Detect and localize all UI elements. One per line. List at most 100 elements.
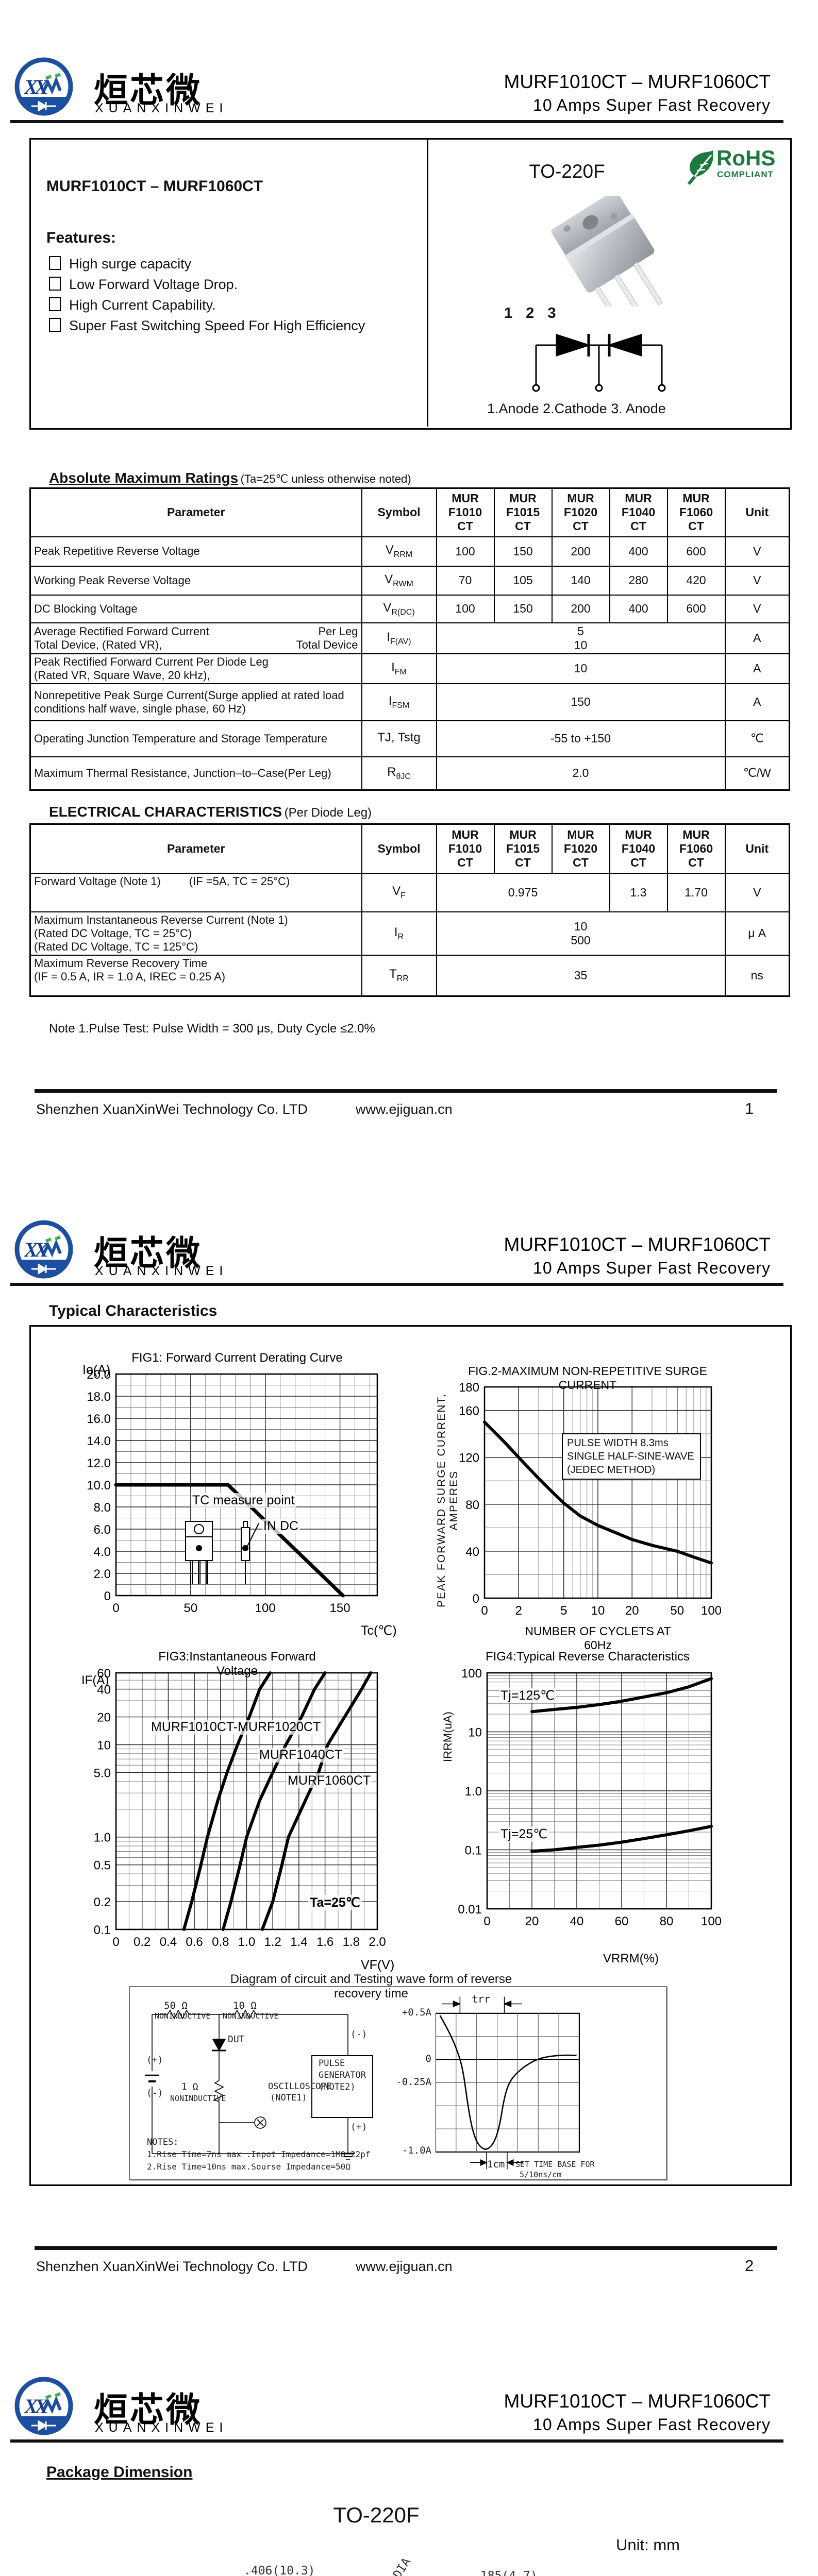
svg-text:0: 0 (112, 1601, 119, 1615)
table-row: Peak Repetitive Reverse Voltage VRRM 100… (29, 536, 790, 567)
doc-subtitle: 10 Amps Super Fast Recovery (533, 1259, 771, 1277)
svg-text:0.8: 0.8 (212, 1935, 229, 1949)
header-rule (10, 2439, 783, 2443)
dim-406: .406(10.3)MAX (242, 2564, 316, 2576)
pin-numbers: 1 2 3 (504, 305, 561, 321)
part-range: MURF1010CT – MURF1060CT (46, 178, 263, 195)
fig1-xlabel: Tc(℃) (361, 1623, 397, 1638)
svg-text:1.0: 1.0 (238, 1935, 255, 1949)
feature-item: High Current Capability. (49, 297, 216, 313)
svg-text:0.1: 0.1 (94, 1923, 111, 1937)
footer-company: Shenzhen XuanXinWei Technology Co. LTD (36, 1101, 308, 1117)
table-header-row: Parameter Symbol MUR F1010 CT MUR F1015 … (29, 823, 790, 874)
footer-website: www.ejiguan.cn (356, 1101, 453, 1117)
feature-item: Super Fast Switching Speed For High Effi… (49, 318, 365, 334)
svg-text:0: 0 (481, 1604, 488, 1618)
svg-text:16.0: 16.0 (87, 1412, 111, 1426)
battery-minus: (-) (146, 2088, 163, 2098)
fig1-inset-packages (175, 1512, 283, 1589)
scope-label1: OSCILLOSCOPE (268, 2081, 331, 2092)
circuit-note1: 1.Rise Time=7ns max .Inpot Impedance=1MΩ… (147, 2149, 371, 2159)
svg-text:0: 0 (112, 1935, 119, 1949)
svg-text:X: X (23, 1238, 39, 1261)
svg-text:X: X (23, 75, 39, 98)
battery-plus: (+) (146, 2055, 163, 2065)
svg-text:120: 120 (459, 1451, 479, 1465)
doc-subtitle: 10 Amps Super Fast Recovery (533, 96, 771, 114)
fig3-xlabel: VF(V) (361, 1958, 395, 1972)
svg-text:2: 2 (515, 1604, 522, 1618)
page-number: 2 (745, 2257, 754, 2275)
page-number: 1 (745, 1099, 754, 1117)
svg-text:0.01: 0.01 (458, 1903, 482, 1917)
svg-text:100: 100 (701, 1914, 722, 1928)
fig3-title: FIG3:Instantaneous Forward Voltage (158, 1650, 316, 1678)
gen-label3: (NOTE2) (319, 2082, 356, 2092)
r10-label: 10 Ω (233, 2000, 257, 2011)
fig3-series3-label: MURF1060CT (286, 1773, 373, 1788)
doc-title: MURF1010CT – MURF1060CT (504, 1234, 771, 1255)
wf-trr: trr (472, 1993, 491, 2005)
table-row: Working Peak Reverse Voltage VRWM 70 105… (29, 565, 790, 596)
svg-text:2.0: 2.0 (369, 1935, 386, 1949)
pin-caption: 1.Anode 2.Cathode 3. Anode (487, 401, 666, 416)
fig3-ylabel: IF(A) (81, 1673, 109, 1687)
svg-text:0.6: 0.6 (186, 1935, 203, 1949)
circuit-title: Diagram of circuit and Testing wave form… (230, 1972, 512, 2001)
svg-text:180: 180 (459, 1381, 479, 1395)
svg-text:8.0: 8.0 (94, 1501, 111, 1515)
svg-text:20: 20 (525, 1914, 539, 1928)
package-3d-image (521, 191, 686, 330)
diode-schematic (527, 333, 671, 398)
fig2-chart: 0 2 5 10 20 50 100 0 40 80 120 160 180 (459, 1381, 722, 1618)
table-row: Peak Rectified Forward Current Per Diode… (29, 653, 790, 684)
header-rule (10, 1283, 783, 1286)
gen-label2: GENERATOR (319, 2070, 366, 2080)
dut-label: DUT (228, 2034, 245, 2045)
wf-plus05: +0.5A (402, 2007, 431, 2018)
footer-website: www.ejiguan.cn (356, 2259, 453, 2274)
svg-text:60: 60 (615, 1914, 629, 1928)
r50-sub: NONINDUCTIVE (155, 2011, 211, 2021)
fig2-ylabel: PEAK FORWARD SURGE CURRENT, AMPERES (436, 1393, 460, 1607)
wf-m025: -0.25A (396, 2076, 431, 2088)
r50-label: 50 Ω (164, 2000, 188, 2011)
svg-text:20.0: 20.0 (87, 1368, 111, 1382)
svg-text:0.5: 0.5 (94, 1859, 111, 1873)
checkbox-icon (49, 256, 61, 270)
header-rule (10, 120, 783, 123)
svg-text:1.4: 1.4 (290, 1935, 307, 1949)
features-title: Features: (46, 229, 116, 246)
checkbox-icon (49, 297, 61, 311)
svg-text:50: 50 (670, 1604, 684, 1618)
fig4-title: FIG4:Typical Reverse Characteristics (485, 1650, 690, 1664)
svg-text:5.0: 5.0 (94, 1766, 111, 1780)
svg-text:0: 0 (483, 1914, 490, 1928)
checkbox-icon (49, 318, 61, 332)
wf-timebase2: 5/10ns/cm (520, 2170, 562, 2179)
fig3-condition: Ta=25℃ (308, 1895, 362, 1910)
svg-text:1.6: 1.6 (316, 1935, 333, 1949)
table-row: Average Rectified Forward Current Per Leg… (29, 622, 790, 654)
features-package-box (29, 138, 792, 430)
svg-text:10: 10 (97, 1738, 111, 1752)
svg-text:1.0: 1.0 (465, 1785, 482, 1799)
pulse-test-note: Note 1.Pulse Test: Pulse Width = 300 μs,… (49, 1022, 375, 1036)
fig4-ylabel: IRRM(uA) (441, 1711, 454, 1762)
brand-english: XUANXINWEI (95, 1264, 228, 1278)
package-name: TO-220F (529, 161, 605, 182)
gen-label1: PULSE (319, 2058, 345, 2069)
wf-zero: 0 (425, 2053, 431, 2064)
dim-185: .185(4.7)MAX (472, 2569, 539, 2576)
fig1-curve-label: IN DC (262, 1519, 301, 1534)
abs-max-title: Absolute Maximum Ratings (Ta=25℃ unless … (49, 470, 411, 486)
svg-text:5: 5 (560, 1604, 567, 1618)
abs-max-table: Parameter Symbol MUR F1010 CT MUR F1015 … (29, 487, 790, 791)
svg-text:6.0: 6.0 (94, 1523, 111, 1537)
footer-rule (35, 1089, 777, 1093)
table-row: Maximum Reverse Recovery Time (IF = 0.5 … (29, 954, 790, 997)
scope-label2: (NOTE1) (270, 2093, 307, 2103)
brand-chinese: 烜芯微 (94, 1234, 202, 1272)
waveform-diagram (435, 1994, 580, 2179)
svg-text:80: 80 (465, 1498, 479, 1512)
